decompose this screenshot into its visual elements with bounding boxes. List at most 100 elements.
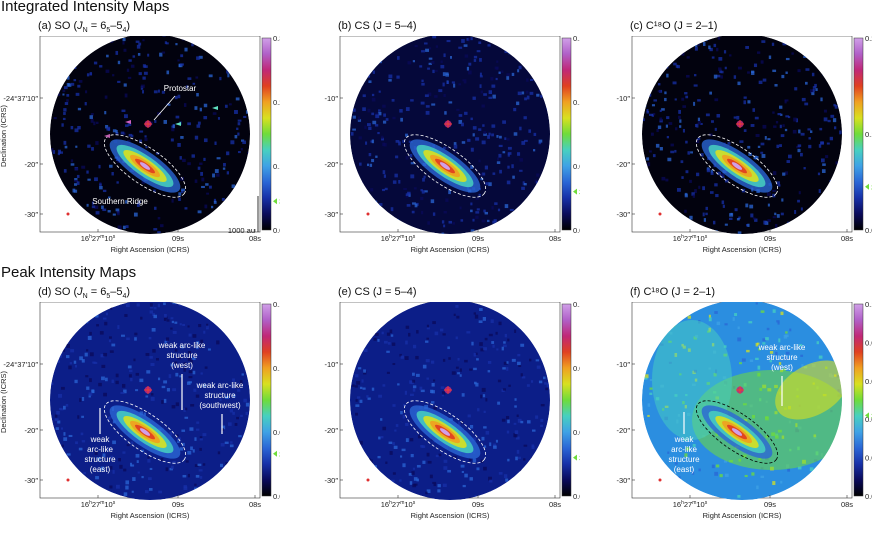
xtick-f-0: 16h27m10s [673,500,708,509]
panel-d: (d) SO (JN = 65–54) 16h27m10s 09s 08s Right … [0,288,280,533]
sigma-label-a: 3σ [279,199,280,206]
annotation-west-2: structure [166,351,198,360]
map-a: 16h27m10s 09s 08s Right Ascension (ICRS) -24… [0,36,280,266]
map-f: 16h27m10s 09s 08s Right Ascension (ICRS) -10… [592,302,872,532]
ytick-a-2: -30″ [25,210,39,219]
colorbar-label-e: Intensity (Jy/beam) [579,368,580,432]
cbtick-d-0: 0.15 [273,302,280,309]
panel-title-e: (e) CS (J = 5–4) [338,286,417,298]
cbtick-f-5: 0.00 [865,492,872,501]
cbtick-f-0: 0.10 [865,302,872,309]
sigma-label-e: 3σ [579,456,580,463]
ytick-b-0: -10″ [325,94,339,103]
cbtick-a-3: 0.0 [273,226,280,235]
annotation-sw-2: structure [204,391,236,400]
panel-c: (c) C¹⁸O (J = 2–1) 16h27m10s 09s 08s Right A… [592,22,872,267]
colorbar-label-c: Integrated Intensity (Jy/beam km/s) [871,75,872,193]
xtick-c-0: 16h27m10s [673,234,708,243]
ylabel-a: Declination (ICRS) [0,104,8,167]
map-c: 16h27m10s 09s 08s Right Ascension (ICRS) -10… [592,36,872,266]
panel-title-d: (d) SO (JN = 65–54) [38,286,130,300]
xlabel-d: Right Ascension (ICRS) [111,511,190,520]
xtick-a-1: 09s [172,234,184,243]
panel-title-a: (a) SO (JN = 65–54) [38,20,130,34]
xtick-a-0: 16h27m10s [81,234,116,243]
ytick-c-1: -20″ [617,160,631,169]
panel-title-b: (b) CS (J = 5–4) [338,20,417,32]
ytick-f-1: -20″ [617,426,631,435]
ytick-f-0: -10″ [617,360,631,369]
map-d: 16h27m10s 09s 08s Right Ascension (ICRS) -24… [0,302,280,532]
panel-e: (e) CS (J = 5–4) 16h27m10s 09s 08s Right Asc… [300,288,580,533]
ytick-b-1: -20″ [325,160,339,169]
cbtick-b-0: 0.15 [573,36,580,43]
xlabel-a: Right Ascension (ICRS) [111,245,190,254]
annotation-f-west-3: (west) [771,363,793,372]
xtick-e-0: 16h27m10s [381,500,416,509]
ylabel-d: Declination (ICRS) [0,370,8,433]
xtick-a-2: 08s [249,234,261,243]
ytick-d-2: -30″ [25,476,39,485]
xtick-d-2: 08s [249,500,261,509]
xtick-b-1: 09s [472,234,484,243]
annotation-west-1: weak arc-like [158,341,206,350]
xtick-c-2: 08s [841,234,853,243]
panel-title-f: (f) C¹⁸O (J = 2–1) [630,286,715,298]
xlabel-e: Right Ascension (ICRS) [411,511,490,520]
annotation-f-west-2: structure [766,353,798,362]
ytick-e-2: -30″ [325,476,339,485]
cbtick-d-3: 0.00 [273,492,280,501]
xtick-f-2: 08s [841,500,853,509]
cbtick-c-2: 0.0 [865,226,872,235]
ytick-a-1: -20″ [25,160,39,169]
xtick-d-1: 09s [172,500,184,509]
ytick-d-0: -24°37′10″ [3,360,38,369]
cbtick-a-0: 0.3 [273,36,280,43]
xlabel-b: Right Ascension (ICRS) [411,245,490,254]
cbtick-e-0: 0.12 [573,302,580,309]
annotation-east-1: weak [90,435,111,444]
ytick-b-2: -30″ [325,210,339,219]
colorbar-label-b: Integrated Intensity (Jy/beam km/s) [579,75,580,193]
annotation-west-3: (west) [171,361,193,370]
annotation-protostar: Protostar [164,84,197,93]
xtick-c-1: 09s [764,234,776,243]
cbtick-b-3: 0.00 [573,226,580,235]
cbtick-c-0: 0.2 [865,36,872,43]
panel-f: (f) C¹⁸O (J = 2–1) 16h27m10s 09s 08s Right A… [592,288,872,533]
panel-a: (a) SO (JN = 65–54) 16h27m10s 09s 08s Right … [0,22,280,267]
colorbar-label-d: Intensity (Jy/beam) [279,368,280,432]
annotation-sw-1: weak arc-like [196,381,244,390]
sigma-label-d: 3σ [279,452,280,459]
xtick-e-2: 08s [549,500,561,509]
ytick-c-2: -30″ [617,210,631,219]
ytick-e-1: -20″ [325,426,339,435]
annotation-east-3: structure [84,455,116,464]
annotation-f-west-1: weak arc-like [758,343,806,352]
scale-bar-label: 1000 au [228,226,255,235]
annotation-f-east-3: structure [668,455,700,464]
integrated-section-title: Integrated Intensity Maps [1,0,169,15]
annotation-east-2: arc-like [87,445,113,454]
xtick-e-1: 09s [472,500,484,509]
annotation-sw-3: (southwest) [199,401,241,410]
ytick-a-0: -24°37′10″ [3,94,38,103]
xtick-d-0: 16h27m10s [81,500,116,509]
annotation-east-4: (east) [90,465,111,474]
xtick-b-2: 08s [549,234,561,243]
xlabel-f: Right Ascension (ICRS) [703,511,782,520]
annotation-f-east-4: (east) [674,465,695,474]
panel-title-c: (c) C¹⁸O (J = 2–1) [630,20,717,32]
annotation-f-east-1: weak [674,435,695,444]
xlabel-c: Right Ascension (ICRS) [703,245,782,254]
annotation-f-east-2: arc-like [671,445,697,454]
cbtick-f-4: 0.02 [865,454,872,463]
ytick-f-2: -30″ [617,476,631,485]
sigma-label-f: 3σ [871,413,872,420]
xtick-f-1: 09s [764,500,776,509]
ytick-c-0: -10″ [617,94,631,103]
colorbar-label-a: Integrated Intensity (Jy/beam km/s) [279,75,280,193]
